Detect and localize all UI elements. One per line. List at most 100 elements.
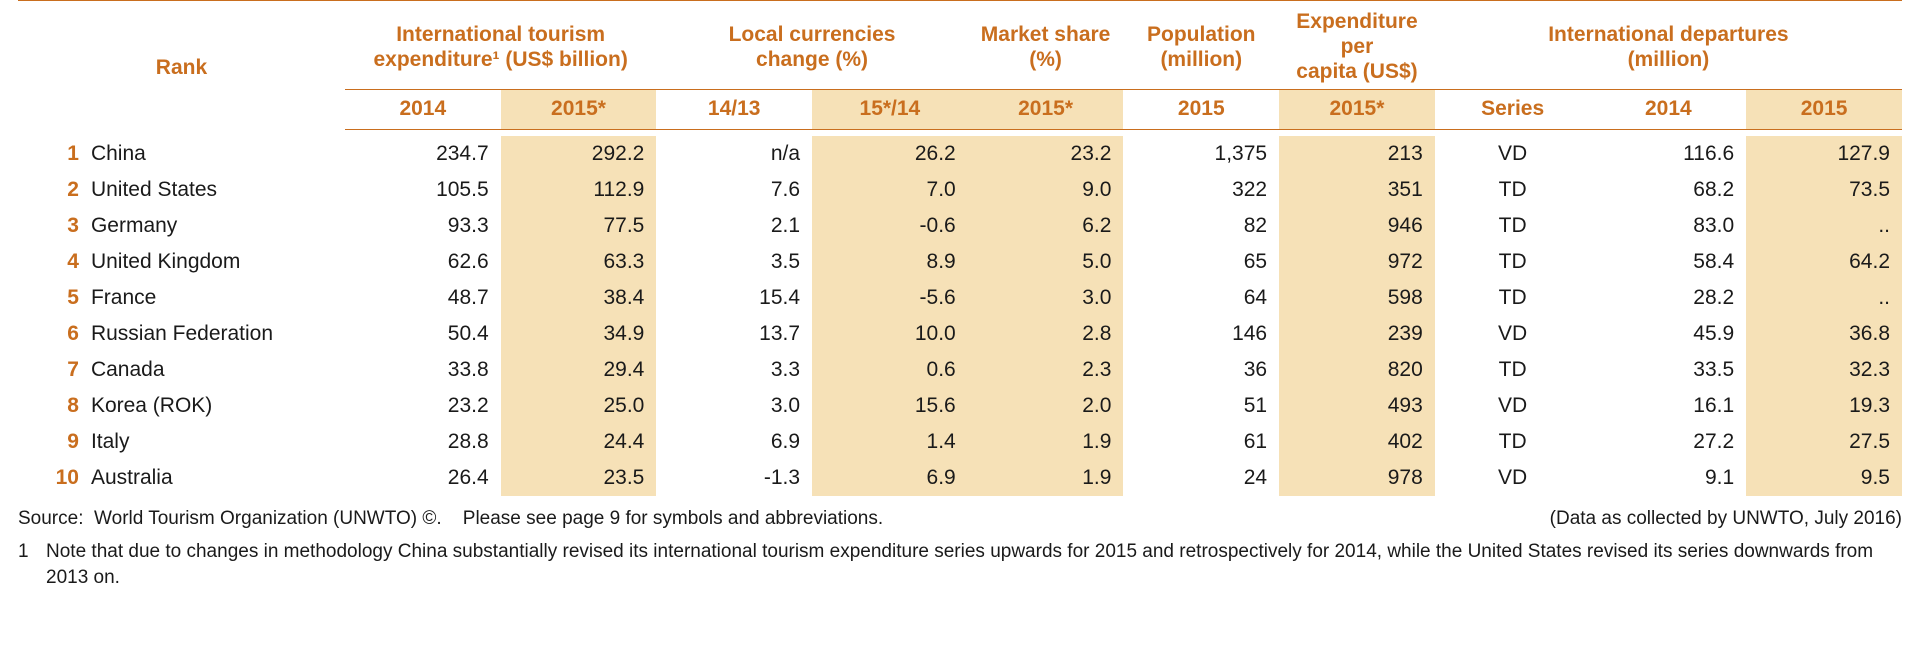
- cell-dep_series: TD: [1435, 244, 1591, 280]
- cell-dep_series: TD: [1435, 172, 1591, 208]
- cell-exp_2015: 112.9: [501, 172, 657, 208]
- cell-pop_2015: 61: [1123, 424, 1279, 460]
- col-header-dep-2015: 2015: [1746, 89, 1902, 129]
- cell-dep_series: VD: [1435, 136, 1591, 172]
- cell-dep_2015: 127.9: [1746, 136, 1902, 172]
- cell-chg_14_13: 3.0: [656, 388, 812, 424]
- cell-rank: 4: [18, 244, 87, 280]
- table-row: 1China234.7292.2n/a26.223.21,375213VD116…: [18, 136, 1902, 172]
- cell-chg_15_14: 15.6: [812, 388, 968, 424]
- cell-percap_2015: 820: [1279, 352, 1435, 388]
- cell-dep_2014: 28.2: [1590, 280, 1746, 316]
- cell-exp_2015: 34.9: [501, 316, 657, 352]
- cell-country: Germany: [87, 208, 345, 244]
- cell-pop_2015: 36: [1123, 352, 1279, 388]
- cell-share_2015: 2.0: [968, 388, 1124, 424]
- col-group-exp-per-capita: Expenditure percapita (US$): [1279, 1, 1435, 90]
- cell-chg_15_14: 10.0: [812, 316, 968, 352]
- cell-dep_2014: 16.1: [1590, 388, 1746, 424]
- col-header-dep-2014: 2014: [1590, 89, 1746, 129]
- table-row: 7Canada33.829.43.30.62.336820TD33.532.3: [18, 352, 1902, 388]
- cell-rank: 5: [18, 280, 87, 316]
- cell-chg_14_13: 6.9: [656, 424, 812, 460]
- table-row: 5France48.738.415.4-5.63.064598TD28.2..: [18, 280, 1902, 316]
- cell-chg_15_14: 6.9: [812, 460, 968, 496]
- cell-rank: 6: [18, 316, 87, 352]
- cell-percap_2015: 213: [1279, 136, 1435, 172]
- cell-country: United States: [87, 172, 345, 208]
- cell-exp_2015: 63.3: [501, 244, 657, 280]
- cell-chg_14_13: 15.4: [656, 280, 812, 316]
- cell-rank: 10: [18, 460, 87, 496]
- cell-pop_2015: 64: [1123, 280, 1279, 316]
- cell-pop_2015: 322: [1123, 172, 1279, 208]
- table-body: 1China234.7292.2n/a26.223.21,375213VD116…: [18, 129, 1902, 496]
- table-row: 6Russian Federation50.434.913.710.02.814…: [18, 316, 1902, 352]
- cell-rank: 9: [18, 424, 87, 460]
- col-header-exp-2015: 2015*: [501, 89, 657, 129]
- cell-exp_2014: 105.5: [345, 172, 501, 208]
- cell-dep_2014: 45.9: [1590, 316, 1746, 352]
- cell-chg_14_13: 3.5: [656, 244, 812, 280]
- cell-share_2015: 5.0: [968, 244, 1124, 280]
- cell-exp_2014: 48.7: [345, 280, 501, 316]
- cell-country: Australia: [87, 460, 345, 496]
- cell-chg_15_14: -5.6: [812, 280, 968, 316]
- cell-exp_2015: 25.0: [501, 388, 657, 424]
- col-header-chg-15-14: 15*/14: [812, 89, 968, 129]
- cell-chg_15_14: 8.9: [812, 244, 968, 280]
- cell-chg_14_13: n/a: [656, 136, 812, 172]
- cell-dep_2014: 116.6: [1590, 136, 1746, 172]
- cell-dep_series: VD: [1435, 316, 1591, 352]
- cell-chg_14_13: -1.3: [656, 460, 812, 496]
- cell-dep_2014: 9.1: [1590, 460, 1746, 496]
- cell-exp_2014: 26.4: [345, 460, 501, 496]
- cell-exp_2015: 38.4: [501, 280, 657, 316]
- col-group-expenditure: International tourismexpenditure¹ (US$ b…: [345, 1, 656, 90]
- cell-exp_2014: 23.2: [345, 388, 501, 424]
- cell-exp_2014: 50.4: [345, 316, 501, 352]
- cell-chg_15_14: 26.2: [812, 136, 968, 172]
- cell-rank: 2: [18, 172, 87, 208]
- cell-dep_2015: 73.5: [1746, 172, 1902, 208]
- cell-share_2015: 2.3: [968, 352, 1124, 388]
- col-group-population: Population(million): [1123, 1, 1279, 90]
- col-header-share-2015: 2015*: [968, 89, 1124, 129]
- table-row: 2United States105.5112.97.67.09.0322351T…: [18, 172, 1902, 208]
- cell-dep_2014: 58.4: [1590, 244, 1746, 280]
- source-left: Source: World Tourism Organization (UNWT…: [18, 506, 883, 532]
- cell-percap_2015: 972: [1279, 244, 1435, 280]
- cell-percap_2015: 598: [1279, 280, 1435, 316]
- cell-percap_2015: 946: [1279, 208, 1435, 244]
- cell-dep_2015: ..: [1746, 280, 1902, 316]
- tourism-spenders-table: Rank International tourismexpenditure¹ (…: [18, 0, 1902, 496]
- cell-exp_2014: 234.7: [345, 136, 501, 172]
- cell-country: France: [87, 280, 345, 316]
- cell-percap_2015: 239: [1279, 316, 1435, 352]
- cell-dep_2015: ..: [1746, 208, 1902, 244]
- cell-dep_2014: 83.0: [1590, 208, 1746, 244]
- cell-dep_2015: 27.5: [1746, 424, 1902, 460]
- footnotes: Source: World Tourism Organization (UNWT…: [18, 506, 1902, 591]
- cell-dep_2015: 19.3: [1746, 388, 1902, 424]
- table-row: 4United Kingdom62.663.33.58.95.065972TD5…: [18, 244, 1902, 280]
- table-row: 8Korea (ROK)23.225.03.015.62.051493VD16.…: [18, 388, 1902, 424]
- cell-percap_2015: 402: [1279, 424, 1435, 460]
- cell-exp_2015: 24.4: [501, 424, 657, 460]
- cell-pop_2015: 146: [1123, 316, 1279, 352]
- cell-exp_2014: 28.8: [345, 424, 501, 460]
- cell-chg_15_14: -0.6: [812, 208, 968, 244]
- col-group-market-share: Market share(%): [968, 1, 1124, 90]
- cell-rank: 8: [18, 388, 87, 424]
- cell-share_2015: 2.8: [968, 316, 1124, 352]
- cell-dep_2014: 68.2: [1590, 172, 1746, 208]
- cell-share_2015: 1.9: [968, 424, 1124, 460]
- cell-percap_2015: 493: [1279, 388, 1435, 424]
- cell-exp_2014: 62.6: [345, 244, 501, 280]
- cell-rank: 3: [18, 208, 87, 244]
- cell-pop_2015: 24: [1123, 460, 1279, 496]
- cell-dep_2015: 9.5: [1746, 460, 1902, 496]
- cell-share_2015: 9.0: [968, 172, 1124, 208]
- table-row: 9Italy28.824.46.91.41.961402TD27.227.5: [18, 424, 1902, 460]
- cell-dep_2015: 32.3: [1746, 352, 1902, 388]
